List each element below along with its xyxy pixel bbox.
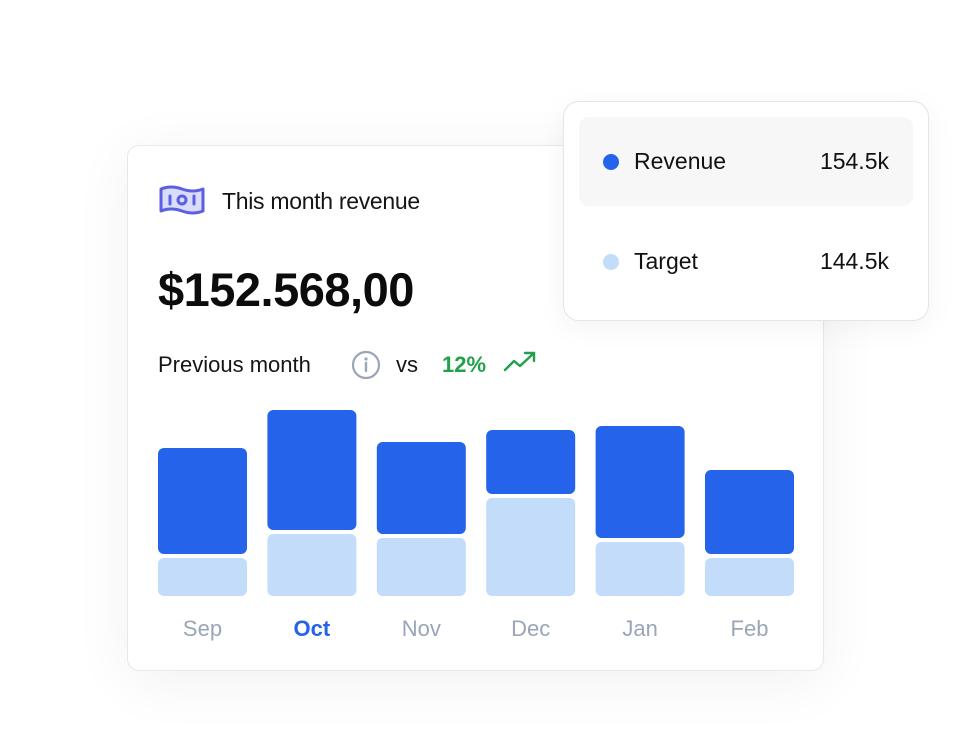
- bar-revenue-oct[interactable]: [267, 410, 357, 530]
- x-tick-label[interactable]: Oct: [294, 616, 331, 641]
- chart-tooltip: Revenue 154.5k Target 144.5k: [563, 101, 929, 321]
- x-tick-label[interactable]: Dec: [511, 616, 550, 641]
- x-tick-label[interactable]: Sep: [183, 616, 222, 641]
- tooltip-row-revenue: Revenue 154.5k: [579, 117, 913, 206]
- revenue-amount: $152.568,00: [158, 263, 414, 316]
- bar-revenue-dec[interactable]: [486, 430, 576, 494]
- bar-revenue-sep[interactable]: [158, 448, 247, 554]
- tooltip-value: 144.5k: [819, 248, 889, 274]
- tooltip-row-target: Target 144.5k: [579, 217, 913, 306]
- trending-up-icon: [503, 351, 536, 372]
- bar-target-sep[interactable]: [158, 558, 247, 596]
- bar-revenue-jan[interactable]: [595, 426, 685, 538]
- x-tick-label[interactable]: Nov: [402, 616, 441, 641]
- tooltip-label: Target: [634, 248, 698, 274]
- info-icon[interactable]: [351, 350, 381, 380]
- x-tick-label[interactable]: Feb: [731, 616, 769, 641]
- change-percent: 12%: [442, 352, 487, 377]
- bar-target-feb[interactable]: [705, 558, 794, 596]
- x-tick-label[interactable]: Jan: [622, 616, 657, 641]
- tooltip-label: Revenue: [634, 148, 727, 174]
- vs-label: vs: [396, 352, 418, 377]
- bar-target-nov[interactable]: [376, 538, 466, 596]
- bar-revenue-nov[interactable]: [376, 442, 466, 534]
- card-title: This month revenue: [222, 188, 420, 214]
- bar-target-jan[interactable]: [595, 542, 685, 596]
- target-dot-icon: [603, 254, 619, 270]
- comparison-label: Previous month: [158, 352, 311, 377]
- bar-revenue-feb[interactable]: [705, 470, 794, 554]
- tooltip-value: 154.5k: [819, 148, 889, 174]
- revenue-dot-icon: [603, 154, 619, 170]
- money-bill-icon: [159, 185, 205, 215]
- bar-target-oct[interactable]: [267, 534, 357, 596]
- bar-target-dec[interactable]: [486, 498, 576, 596]
